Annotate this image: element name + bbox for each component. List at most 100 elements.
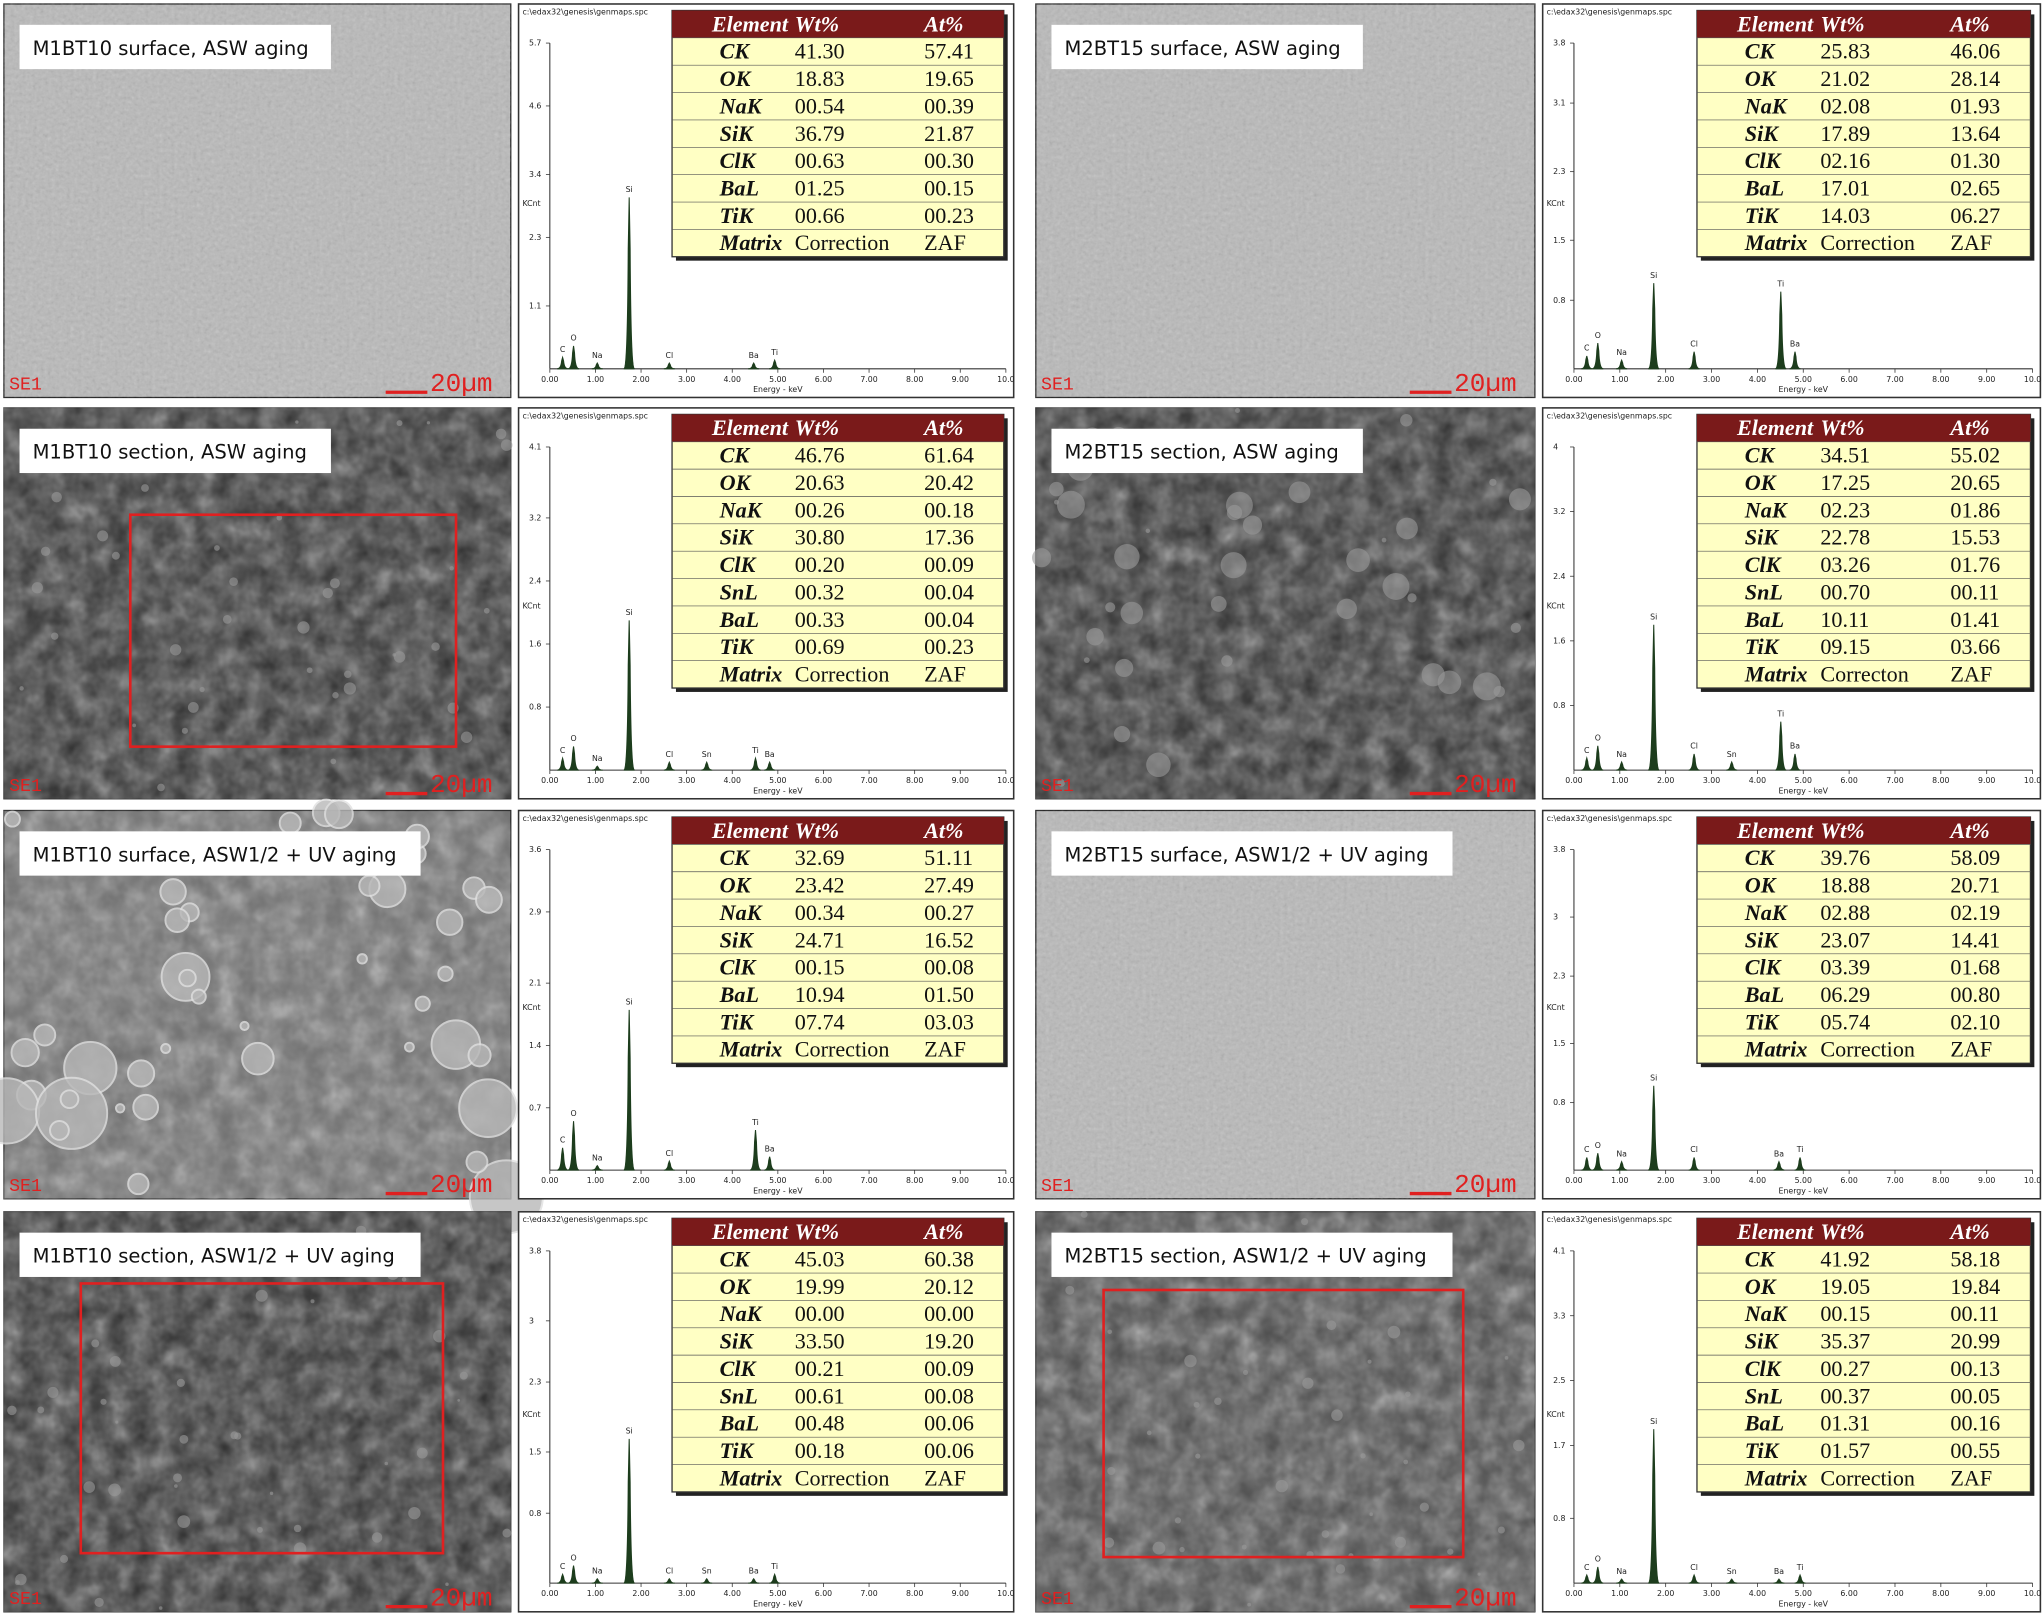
grain-spot — [396, 420, 403, 427]
element-name: ClK — [720, 1356, 757, 1381]
peak — [1726, 760, 1738, 771]
peak — [1647, 1085, 1660, 1171]
y-axis-label: KCnt — [522, 602, 540, 611]
element-name: BaL — [719, 607, 759, 632]
table-body — [1696, 9, 2032, 258]
peak-label: Cl — [666, 1149, 674, 1158]
y-tick-label: 4.1 — [529, 443, 541, 452]
table-cell: 14.41 — [1950, 927, 2000, 952]
peak-label: Si — [1650, 1074, 1657, 1083]
peak — [1773, 1578, 1785, 1584]
grain-spot — [330, 758, 337, 765]
peak-label: Si — [626, 1427, 633, 1436]
particle — [164, 907, 191, 933]
y-axis-label: KCnt — [1547, 602, 1565, 611]
grain-spot — [332, 691, 339, 699]
x-tick-label: 0.00 — [541, 776, 558, 785]
table-header: Wt% — [1820, 415, 1864, 440]
y-tick-label: 2.3 — [529, 233, 541, 242]
element-name: ClK — [720, 955, 757, 980]
table-cell: 27.49 — [924, 873, 974, 898]
peak — [701, 1577, 713, 1584]
sem-mode: SE1 — [1041, 1177, 1074, 1197]
grain-spot — [1049, 481, 1064, 497]
x-tick-label: 5.00 — [769, 1589, 786, 1598]
peak — [567, 1565, 580, 1584]
peak-label: O — [570, 1109, 576, 1118]
peak — [769, 358, 781, 370]
grain-spot — [1247, 1602, 1252, 1607]
table-cell: 06.27 — [1950, 203, 2000, 228]
table-cell: ZAF — [1950, 1037, 1992, 1062]
peak — [748, 362, 760, 370]
x-tick-label: 4.00 — [1749, 375, 1766, 384]
table-cell: 01.31 — [1820, 1411, 1870, 1436]
table-cell: 19.84 — [1950, 1274, 2000, 1299]
grain-spot — [1369, 1512, 1374, 1517]
table-cell: 02.08 — [1820, 93, 1870, 118]
grain-spot — [108, 1483, 122, 1497]
y-tick-label: 0.8 — [529, 703, 541, 712]
x-tick-label: 5.00 — [1795, 1589, 1812, 1598]
peak-label: Ti — [770, 1562, 778, 1571]
grain-spot — [115, 1420, 119, 1424]
peak — [623, 1009, 636, 1171]
table-cell: 18.83 — [795, 66, 845, 91]
y-tick-label: 3.2 — [1553, 507, 1565, 516]
sem-mode: SE1 — [1041, 376, 1074, 396]
grain-spot — [297, 621, 310, 634]
x-tick-label: 10.0 — [2024, 776, 2041, 785]
peak — [1592, 745, 1604, 771]
peak-label: Ti — [751, 746, 759, 755]
y-tick-label: 1.5 — [1553, 236, 1565, 245]
peak-label: O — [1595, 331, 1601, 340]
sem-texture — [1035, 3, 1535, 398]
x-tick-label: 5.00 — [1795, 1176, 1812, 1185]
element-name: BaL — [719, 176, 759, 201]
element-name: Matrix — [1744, 1465, 1808, 1490]
peak — [557, 355, 569, 370]
grain-spot — [132, 723, 137, 728]
label-box — [1051, 24, 1363, 70]
grain-spot — [1174, 1517, 1182, 1524]
table-cell: 51.11 — [924, 845, 973, 870]
peak-label: Si — [626, 998, 633, 1007]
grain-spot — [371, 1532, 383, 1543]
grain-spot — [1326, 1320, 1337, 1331]
table-cell: 00.54 — [795, 93, 845, 118]
table-cell: 00.06 — [924, 1411, 974, 1436]
label-box — [1051, 831, 1453, 876]
grain-spot — [229, 577, 238, 587]
table-cell: 00.08 — [924, 955, 974, 980]
grain-spot — [181, 727, 188, 734]
particle — [437, 965, 454, 982]
particle — [34, 1076, 109, 1150]
grain-spot — [37, 1406, 45, 1414]
peak — [663, 362, 675, 370]
sem-mode: SE1 — [9, 376, 42, 396]
grain-spot — [255, 1289, 268, 1302]
grain-spot — [7, 1405, 17, 1416]
peak-label: Ti — [1776, 279, 1784, 288]
sem-mode: SE1 — [9, 1590, 42, 1610]
table-cell: 19.05 — [1820, 1274, 1870, 1299]
peak — [591, 362, 603, 370]
x-tick-label: 1.00 — [1611, 1589, 1628, 1598]
element-name: CK — [1745, 443, 1776, 468]
grain-spot — [47, 1386, 59, 1398]
grain-spot — [1242, 1369, 1249, 1376]
y-tick-label: 0.7 — [529, 1103, 541, 1112]
analysis-area — [1102, 1288, 1465, 1559]
y-tick-label: 0.8 — [1553, 701, 1565, 710]
sem-mode: SE1 — [9, 777, 42, 797]
peak — [1688, 1157, 1700, 1171]
peak-label: Sn — [702, 1567, 712, 1576]
peak — [1647, 1429, 1660, 1584]
table-cell: 02.23 — [1820, 497, 1870, 522]
table-header: Wt% — [1820, 1219, 1864, 1244]
spectrum-file: c:\edax32\genesis\genmaps.spc — [1547, 7, 1672, 16]
grain-spot — [310, 1299, 315, 1304]
element-name: OK — [1745, 66, 1777, 91]
grain-spot — [1107, 1329, 1113, 1335]
x-tick-label: 8.00 — [906, 375, 923, 384]
